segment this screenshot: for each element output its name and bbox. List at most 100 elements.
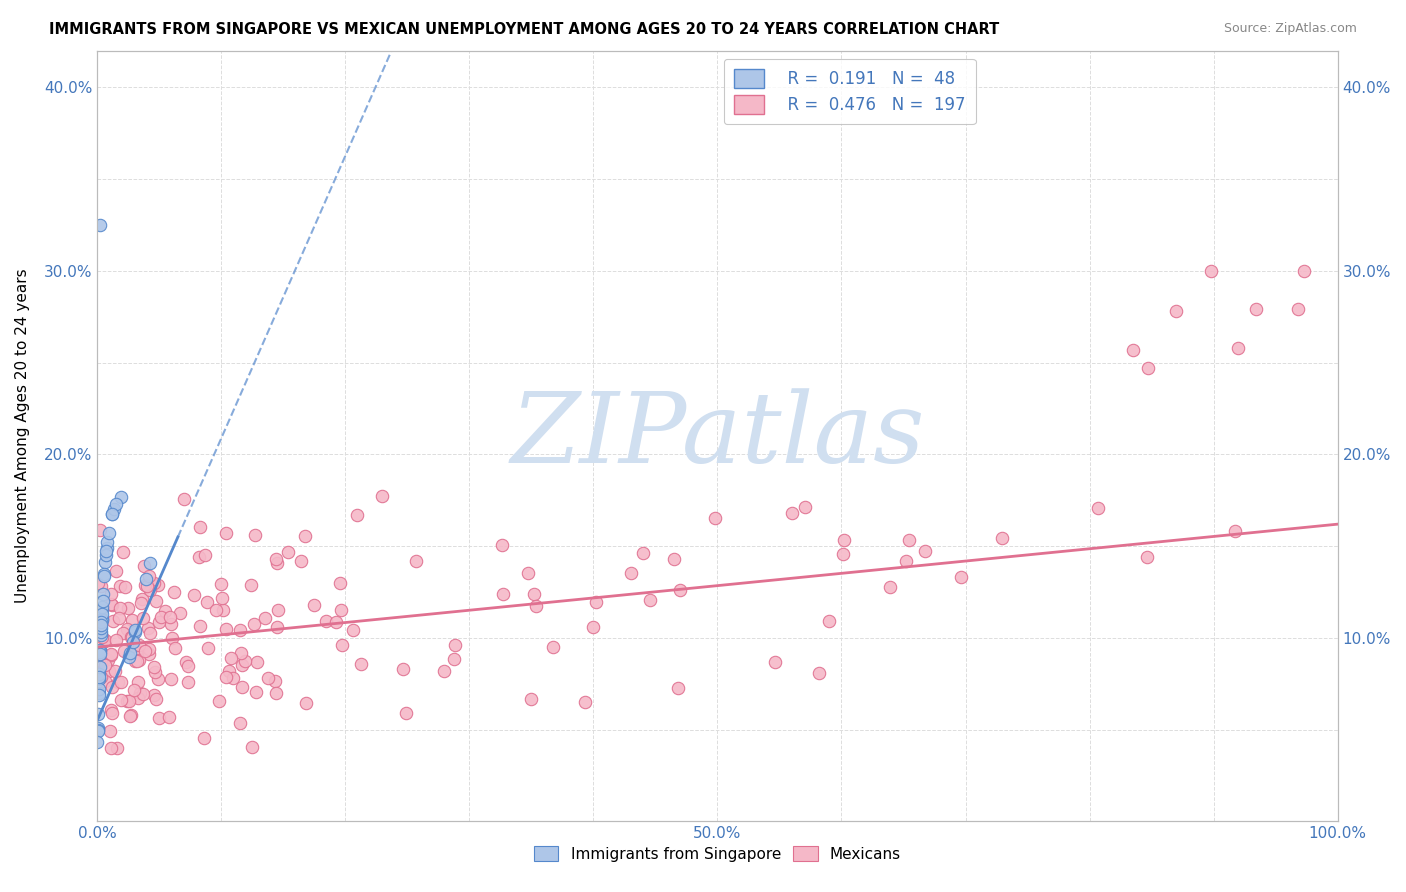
Point xyxy=(87,615,110,629)
Point xyxy=(207,694,229,708)
Point xyxy=(100,647,122,661)
Point xyxy=(87,689,110,703)
Point xyxy=(128,653,150,667)
Point xyxy=(110,601,132,615)
Point xyxy=(131,591,153,606)
Point xyxy=(159,609,181,624)
Point xyxy=(86,723,108,737)
Point xyxy=(188,520,211,534)
Point xyxy=(115,694,138,708)
Point xyxy=(105,564,128,578)
Point xyxy=(242,617,264,632)
Point xyxy=(128,638,150,652)
Point xyxy=(97,525,120,540)
Point xyxy=(89,660,111,674)
Point xyxy=(1227,341,1250,355)
Point xyxy=(157,710,180,724)
Point xyxy=(89,643,111,657)
Point xyxy=(101,508,124,522)
Point xyxy=(91,587,114,601)
Point xyxy=(94,548,117,562)
Point xyxy=(294,529,316,543)
Point xyxy=(125,655,148,669)
Point xyxy=(121,635,143,649)
Point xyxy=(315,614,337,628)
Point xyxy=(807,666,830,681)
Point xyxy=(346,508,368,522)
Point xyxy=(188,619,211,633)
Point xyxy=(1166,304,1188,318)
Point xyxy=(1199,264,1222,278)
Point xyxy=(124,624,146,639)
Point xyxy=(96,543,118,558)
Point xyxy=(108,579,131,593)
Point xyxy=(205,603,228,617)
Point xyxy=(138,642,160,657)
Point xyxy=(763,655,786,669)
Point xyxy=(392,662,415,676)
Point xyxy=(177,658,200,673)
Point xyxy=(124,623,146,637)
Point xyxy=(110,674,132,689)
Point xyxy=(263,673,285,688)
Point xyxy=(100,741,122,756)
Point xyxy=(87,681,110,696)
Point xyxy=(264,551,287,566)
Point xyxy=(188,549,211,564)
Point xyxy=(121,613,143,627)
Point xyxy=(139,626,162,640)
Point xyxy=(231,680,253,694)
Point xyxy=(138,647,160,661)
Point xyxy=(100,703,122,717)
Point xyxy=(121,639,143,653)
Point xyxy=(89,672,111,686)
Point xyxy=(159,672,181,686)
Point xyxy=(129,685,152,699)
Point xyxy=(215,622,238,636)
Point xyxy=(89,523,111,537)
Point xyxy=(266,556,288,570)
Point xyxy=(134,577,156,591)
Point xyxy=(582,620,605,634)
Point xyxy=(94,651,117,665)
Text: ZIPatlas: ZIPatlas xyxy=(510,388,925,483)
Point xyxy=(129,596,152,610)
Point xyxy=(405,554,427,568)
Point xyxy=(342,624,364,638)
Point xyxy=(148,711,170,725)
Point xyxy=(183,588,205,602)
Point xyxy=(90,628,112,642)
Point xyxy=(219,650,242,665)
Point xyxy=(110,692,132,706)
Point xyxy=(194,548,217,562)
Point xyxy=(142,575,165,590)
Point xyxy=(124,682,146,697)
Point xyxy=(91,635,114,649)
Point xyxy=(233,654,256,668)
Point xyxy=(93,674,115,689)
Point xyxy=(879,580,901,594)
Point xyxy=(90,669,112,683)
Y-axis label: Unemployment Among Ages 20 to 24 years: Unemployment Among Ages 20 to 24 years xyxy=(15,268,30,603)
Point xyxy=(668,681,690,696)
Point xyxy=(295,696,318,710)
Point xyxy=(329,576,352,591)
Point xyxy=(155,603,177,617)
Point xyxy=(101,508,124,522)
Point xyxy=(146,578,169,592)
Point xyxy=(94,555,117,569)
Point xyxy=(101,681,124,695)
Point xyxy=(793,500,815,514)
Point xyxy=(87,686,110,700)
Point xyxy=(914,544,936,558)
Point xyxy=(86,724,108,739)
Point xyxy=(1137,360,1160,375)
Point xyxy=(132,687,155,701)
Point xyxy=(117,694,139,708)
Point xyxy=(163,585,186,599)
Text: IMMIGRANTS FROM SINGAPORE VS MEXICAN UNEMPLOYMENT AMONG AGES 20 TO 24 YEARS CORR: IMMIGRANTS FROM SINGAPORE VS MEXICAN UNE… xyxy=(49,22,1000,37)
Point xyxy=(897,533,920,547)
Point xyxy=(1292,264,1315,278)
Point xyxy=(104,632,127,647)
Point xyxy=(302,598,325,612)
